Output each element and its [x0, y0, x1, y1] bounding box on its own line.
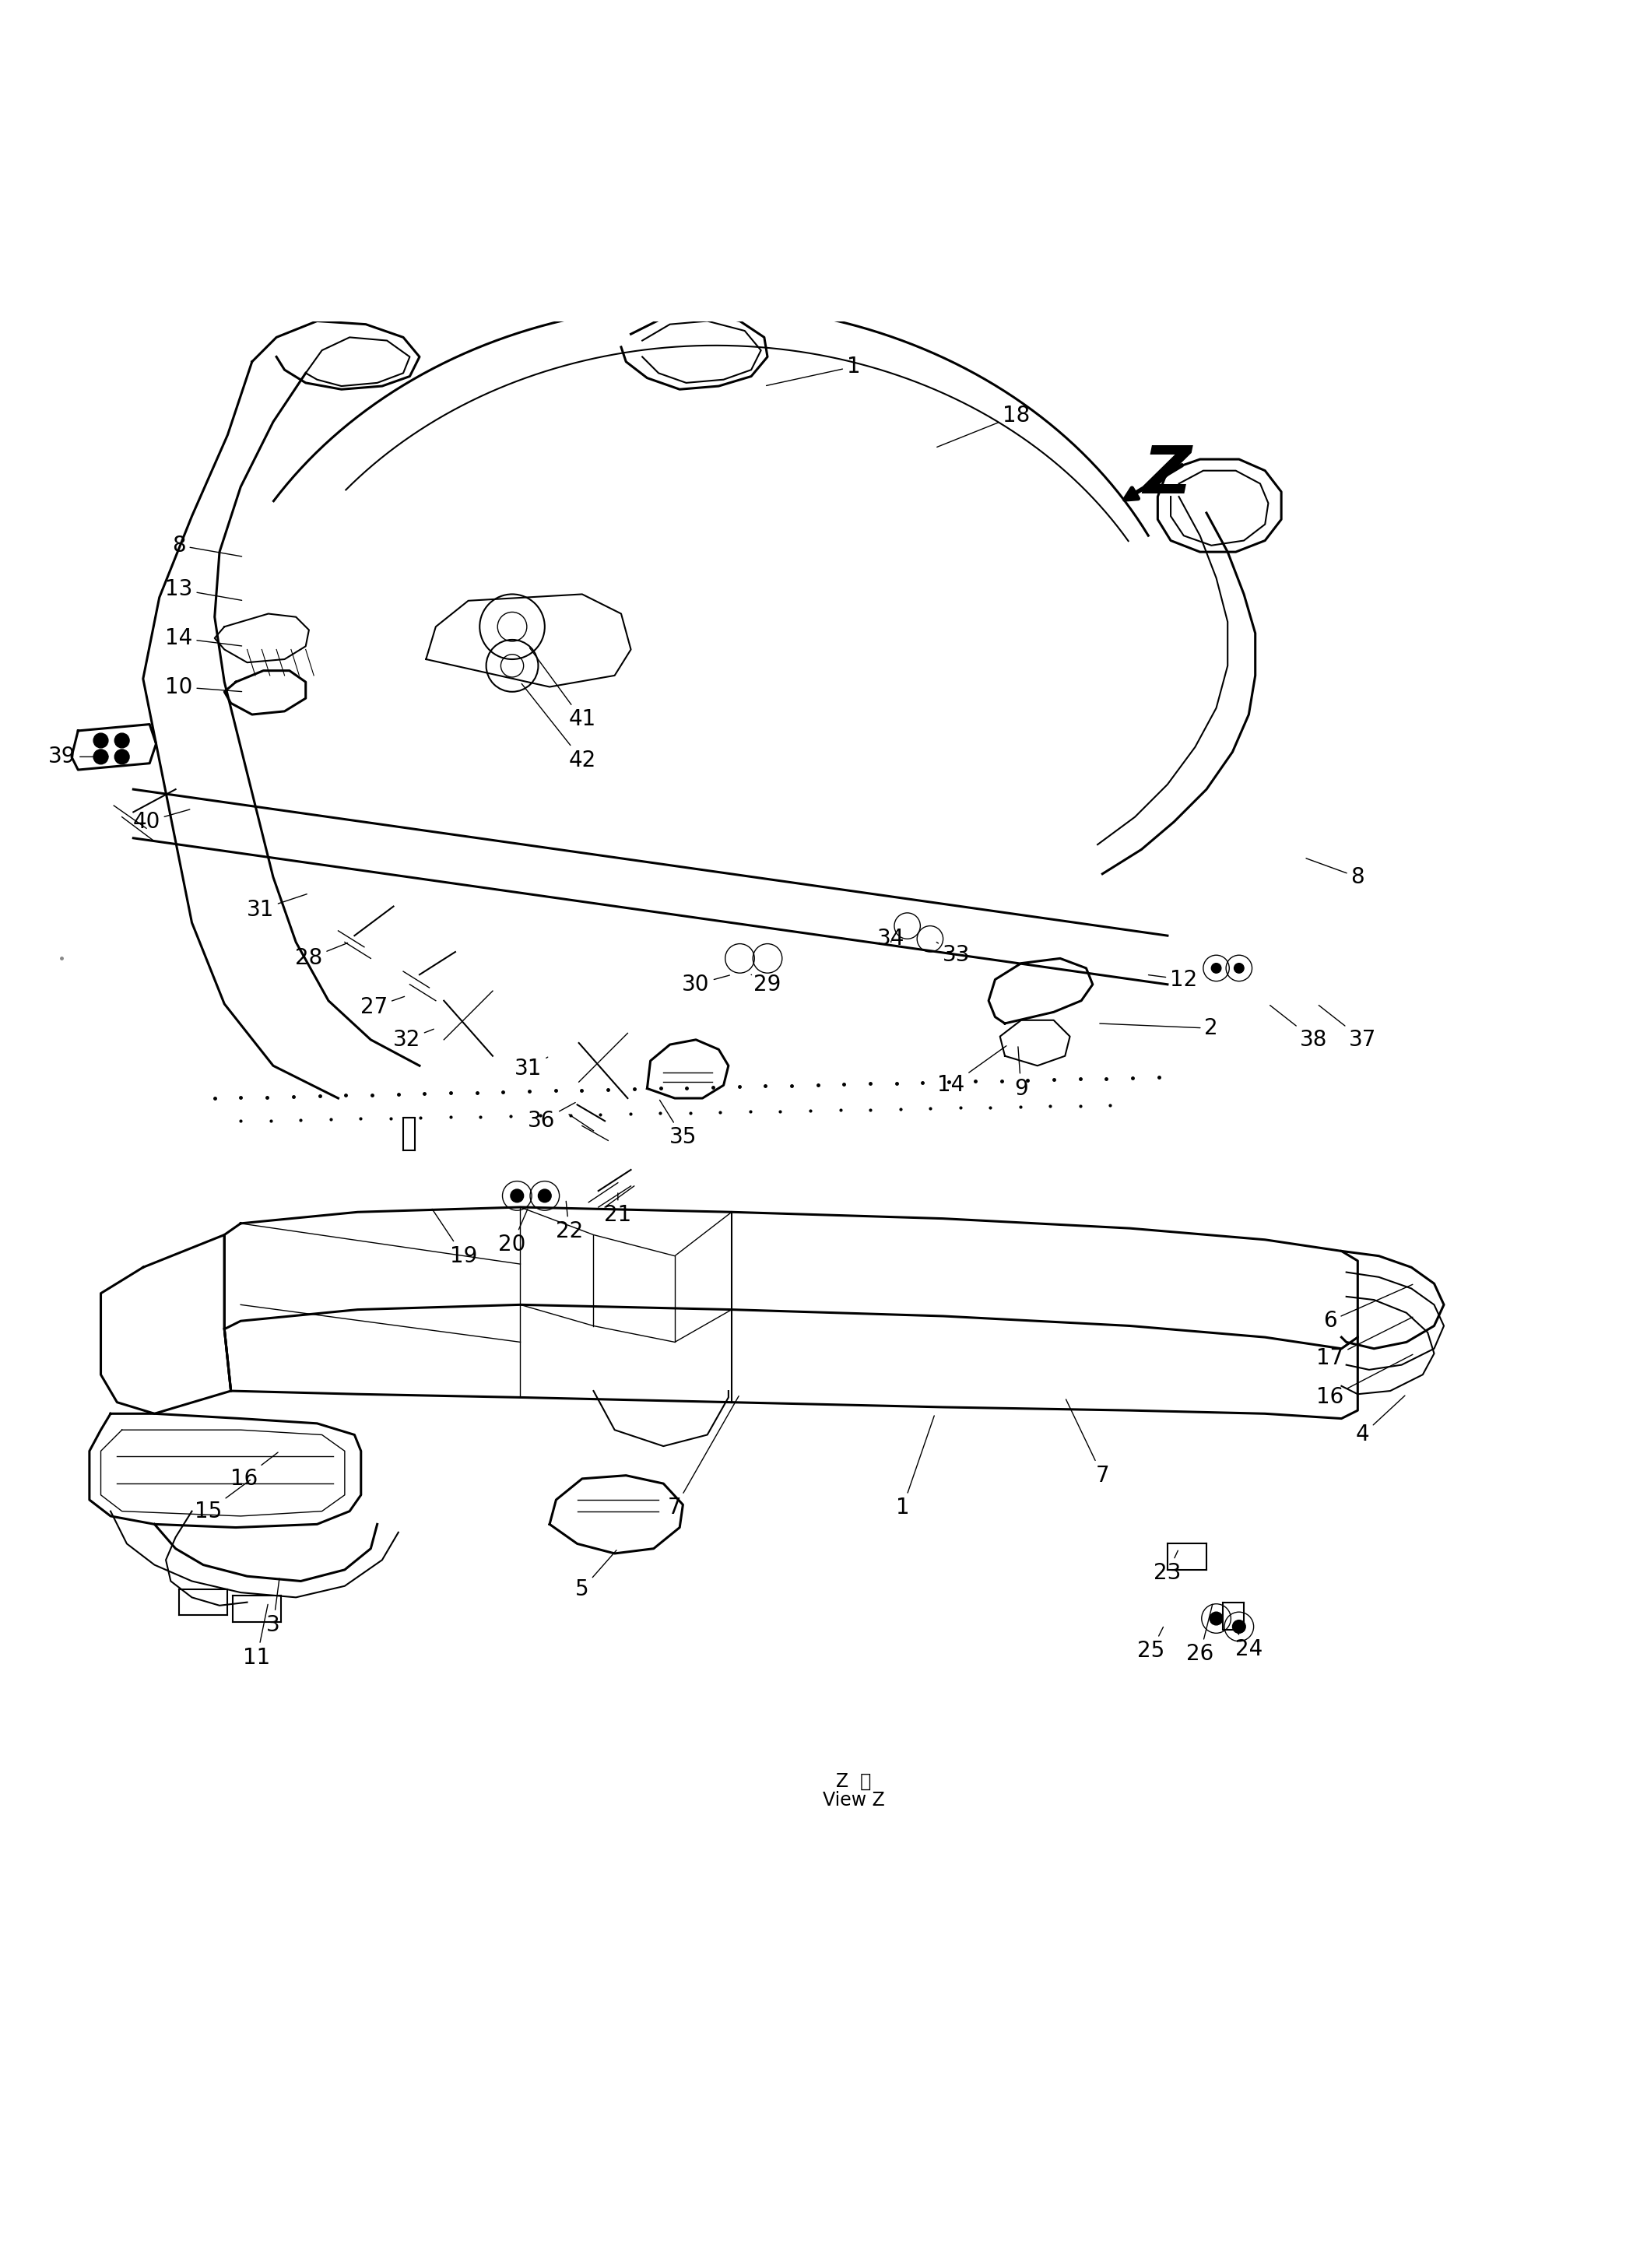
Circle shape [1234, 964, 1244, 973]
Text: Z  視: Z 視 [836, 1771, 872, 1789]
Circle shape [1211, 964, 1221, 973]
Text: 38: 38 [1270, 1005, 1327, 1050]
Text: 17: 17 [1317, 1318, 1413, 1370]
Circle shape [511, 1188, 524, 1202]
Text: 4: 4 [1356, 1395, 1405, 1445]
Circle shape [94, 748, 107, 764]
Text: 7: 7 [668, 1397, 738, 1520]
Text: 16: 16 [1317, 1354, 1413, 1408]
Text: 18: 18 [937, 404, 1029, 447]
Circle shape [114, 733, 128, 748]
Text: 15: 15 [195, 1481, 250, 1522]
Text: 31: 31 [247, 894, 307, 921]
Text: 25: 25 [1138, 1626, 1164, 1662]
Text: 30: 30 [683, 973, 730, 996]
Text: 8: 8 [1306, 857, 1364, 889]
Circle shape [538, 1188, 551, 1202]
Text: 1: 1 [766, 356, 860, 386]
Text: 8: 8 [172, 535, 242, 556]
Text: 11: 11 [244, 1603, 270, 1669]
Text: 24: 24 [1234, 1626, 1262, 1660]
Text: 41: 41 [530, 649, 595, 730]
Text: 16: 16 [231, 1452, 278, 1490]
Text: 27: 27 [361, 996, 405, 1018]
Text: 21: 21 [605, 1193, 631, 1227]
Text: 28: 28 [296, 943, 348, 968]
Text: 37: 37 [1319, 1005, 1376, 1050]
Circle shape [94, 733, 107, 748]
Text: 6: 6 [1324, 1284, 1413, 1331]
Circle shape [114, 748, 128, 764]
Text: 39: 39 [49, 746, 109, 767]
Text: 23: 23 [1154, 1551, 1180, 1583]
Text: 2: 2 [1099, 1018, 1218, 1039]
Text: 14: 14 [166, 628, 242, 649]
Text: 33: 33 [937, 941, 969, 966]
Circle shape [1210, 1613, 1223, 1624]
Text: 7: 7 [1067, 1399, 1109, 1486]
Text: 10: 10 [166, 676, 242, 699]
Text: 40: 40 [133, 810, 190, 832]
Text: 20: 20 [499, 1209, 527, 1256]
Text: 13: 13 [166, 578, 242, 601]
Text: 1: 1 [896, 1415, 935, 1520]
Text: 19: 19 [433, 1209, 476, 1268]
Text: 29: 29 [751, 973, 780, 996]
Text: 5: 5 [576, 1551, 616, 1601]
Text: 26: 26 [1187, 1603, 1213, 1665]
Text: 35: 35 [660, 1100, 696, 1148]
Text: View Z: View Z [823, 1792, 885, 1810]
Text: Z: Z [1143, 442, 1192, 508]
Text: 12: 12 [1148, 968, 1197, 991]
Text: 34: 34 [878, 928, 904, 950]
Text: 9: 9 [1015, 1048, 1028, 1100]
Circle shape [1233, 1619, 1246, 1633]
Text: 32: 32 [393, 1030, 434, 1050]
Text: 36: 36 [528, 1102, 576, 1132]
Text: 42: 42 [522, 683, 595, 771]
Text: 22: 22 [556, 1202, 582, 1243]
Text: 31: 31 [515, 1057, 548, 1080]
Text: 3: 3 [267, 1579, 280, 1635]
Text: 14: 14 [938, 1046, 1006, 1095]
